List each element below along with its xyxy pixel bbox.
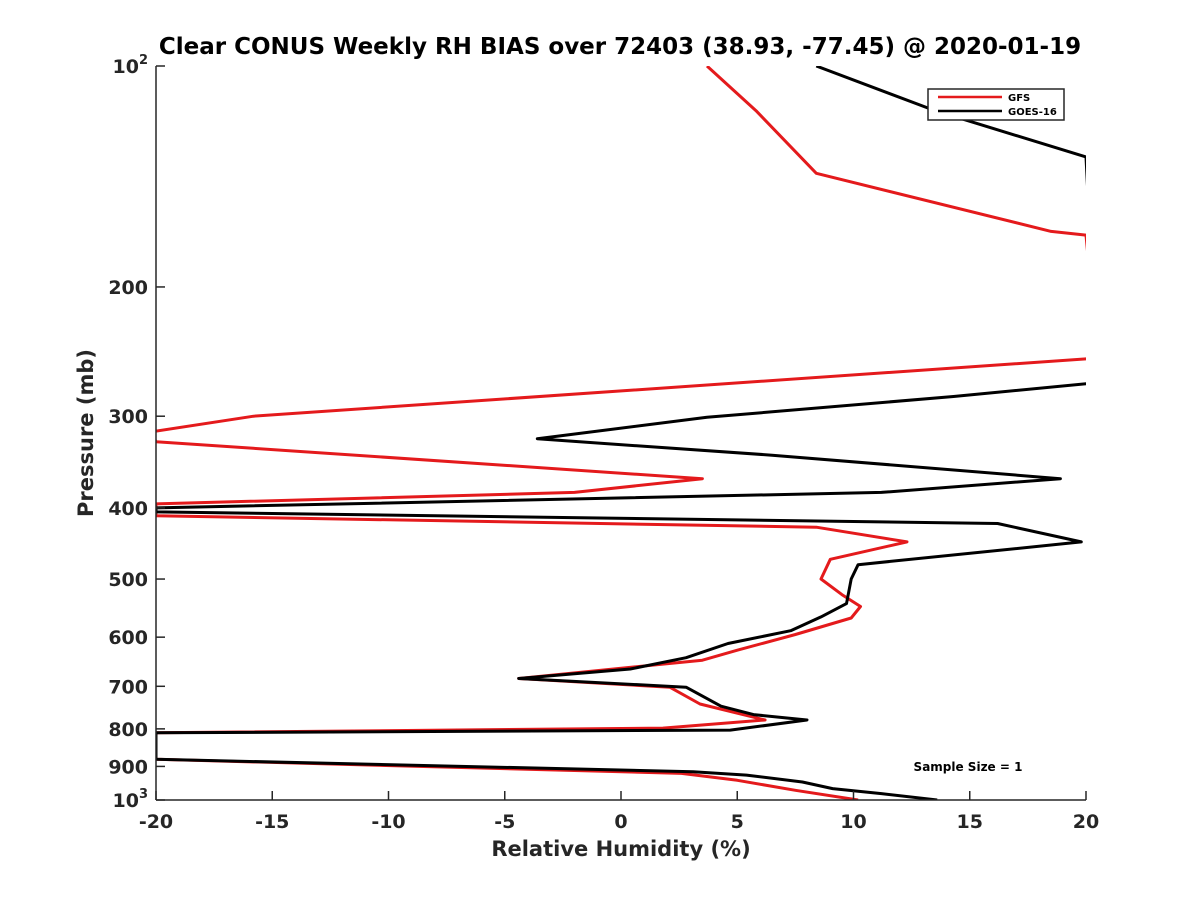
- legend: GFS GOES-16: [927, 88, 1065, 121]
- y-tick-label: 800: [108, 719, 148, 741]
- x-tick-label: -20: [139, 811, 173, 833]
- y-axis-label: Pressure (mb): [74, 349, 98, 517]
- y-tick-label: 300: [108, 406, 148, 428]
- x-axis-label: Relative Humidity (%): [491, 837, 750, 861]
- y-tick-label: 900: [108, 756, 148, 778]
- sample-size-annotation: Sample Size = 1: [914, 760, 1023, 774]
- x-tick-label: 0: [614, 811, 627, 833]
- x-tick-label: -15: [255, 811, 289, 833]
- series-line-1: [156, 66, 1086, 800]
- axes-layer: -20 -15 -10 -5 0 5 10 15 20 102 200 300 400 500 600 700…: [108, 53, 1099, 833]
- legend-label: GFS: [1008, 93, 1030, 104]
- y-tick-label: 102: [113, 53, 149, 78]
- x-tick-label: 10: [840, 811, 866, 833]
- chart-title: Clear CONUS Weekly RH BIAS over 72403 (3…: [159, 34, 1081, 60]
- legend-box: [927, 88, 1065, 121]
- y-tick-label: 700: [108, 676, 148, 698]
- y-tick-label: 500: [108, 569, 148, 591]
- x-tick-label: -10: [371, 811, 405, 833]
- legend-label: GOES-16: [1008, 107, 1057, 118]
- series-layer: [156, 66, 1086, 800]
- x-tick-label: 20: [1073, 811, 1099, 833]
- x-tick-label: -5: [494, 811, 515, 833]
- y-tick-label: 600: [108, 627, 148, 649]
- y-tick-label: 103: [113, 787, 149, 812]
- y-tick-label: 400: [108, 498, 148, 520]
- x-tick-label: 15: [957, 811, 983, 833]
- y-tick-label: 200: [108, 277, 148, 299]
- x-tick-label: 5: [731, 811, 744, 833]
